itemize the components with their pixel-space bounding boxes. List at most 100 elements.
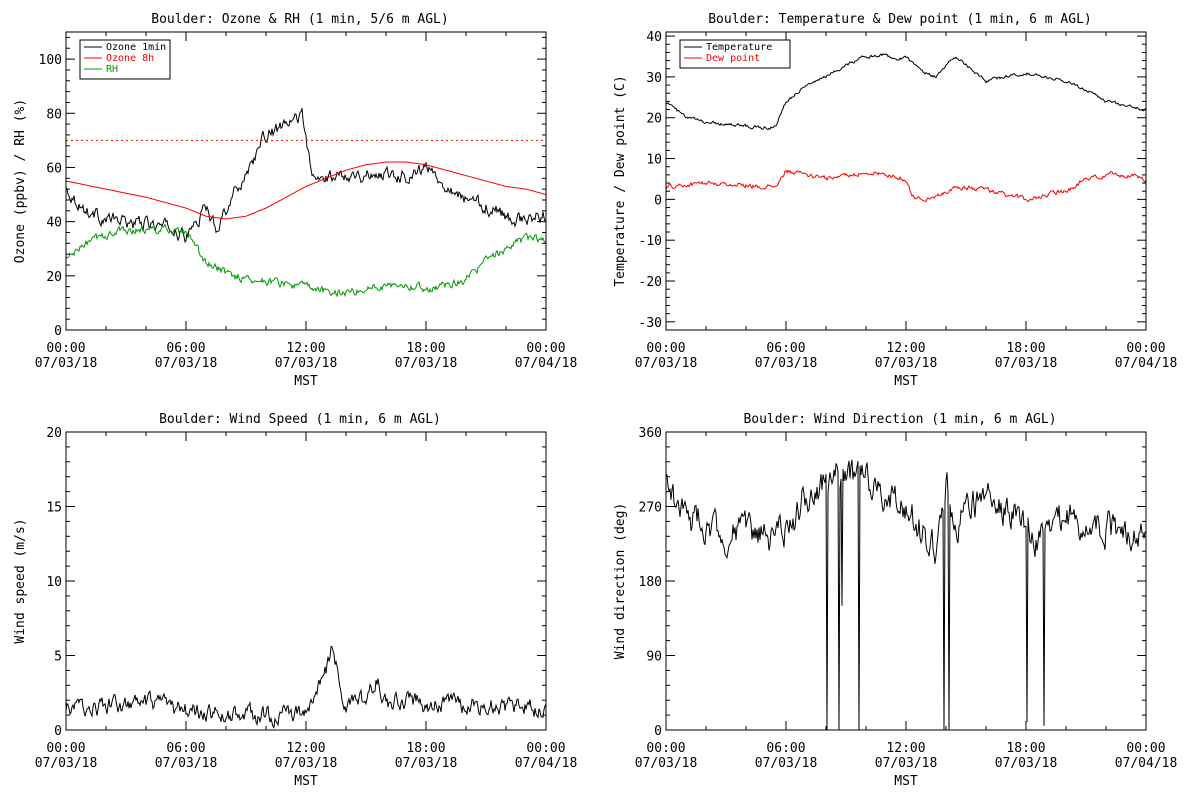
wind-direction-y-tick-label: 90	[646, 650, 662, 665]
temperature-dewpoint-x-tick-date: 07/04/18	[1115, 356, 1178, 371]
wind-direction-x-tick-label: 00:00	[646, 741, 685, 756]
wind-direction-series-line	[665, 459, 1147, 731]
wind-speed-y-tick-label: 0	[54, 724, 62, 739]
wind-speed-x-tick-date: 07/03/18	[35, 756, 98, 771]
wind-speed-x-tick-date: 07/03/18	[275, 756, 338, 771]
wind-speed-series-line	[65, 645, 547, 729]
wind-speed-title: Boulder: Wind Speed (1 min, 6 m AGL)	[159, 412, 441, 427]
wind-speed-x-tick-label: 00:00	[526, 741, 565, 756]
wind-direction-x-tick-date: 07/03/18	[995, 756, 1058, 771]
temperature-dewpoint-x-tick-label: 00:00	[1126, 341, 1165, 356]
temperature-dewpoint-x-tick-label: 18:00	[1006, 341, 1045, 356]
wind-direction-x-tick-label: 18:00	[1006, 741, 1045, 756]
ozone-rh-series-ozone-8h	[65, 161, 547, 220]
ozone-rh-x-tick-label: 06:00	[166, 341, 205, 356]
wind-speed-plot: 0510152000:0007/03/1806:0007/03/1812:000…	[13, 426, 578, 789]
temperature-dewpoint-y-tick-label: 10	[646, 153, 662, 168]
temperature-dewpoint-x-tick-date: 07/03/18	[875, 356, 938, 371]
temperature-dewpoint-series-temperature	[665, 53, 1147, 131]
wind-speed-x-tick-label: 12:00	[286, 741, 325, 756]
temperature-dewpoint-y-axis-label: Temperature / Dew point (C)	[613, 75, 628, 286]
wind-direction-title: Boulder: Wind Direction (1 min, 6 m AGL)	[743, 412, 1057, 427]
temperature-dewpoint-x-tick-label: 12:00	[886, 341, 925, 356]
wind-speed-y-tick-label: 20	[46, 426, 62, 441]
temperature-dewpoint-x-tick-label: 06:00	[766, 341, 805, 356]
wind-direction-y-axis-label: Wind direction (deg)	[613, 503, 628, 660]
ozone-rh-legend-label: RH	[106, 64, 118, 75]
ozone-rh-series-rh	[65, 223, 547, 298]
ozone-rh-series-ozone-1min	[65, 108, 547, 244]
ozone-rh-legend-label: Ozone 1min	[106, 42, 166, 53]
ozone-rh-x-tick-label: 00:00	[46, 341, 85, 356]
wind-direction-plot: 09018027036000:0007/03/1806:0007/03/1812…	[613, 426, 1178, 789]
temperature-dewpoint-x-tick-date: 07/03/18	[995, 356, 1058, 371]
ozone-rh-y-tick-label: 20	[46, 270, 62, 285]
wind-speed-x-tick-label: 06:00	[166, 741, 205, 756]
wind-speed-x-tick-date: 07/04/18	[515, 756, 578, 771]
temperature-dewpoint-title: Boulder: Temperature & Dew point (1 min,…	[708, 12, 1092, 27]
wind-direction-x-tick-label: 00:00	[1126, 741, 1165, 756]
ozone-rh-x-tick-label: 12:00	[286, 341, 325, 356]
temperature-dewpoint-x-tick-date: 07/03/18	[635, 356, 698, 371]
ozone-rh-y-tick-label: 40	[46, 216, 62, 231]
wind-speed-x-tick-date: 07/03/18	[155, 756, 218, 771]
wind-direction-y-tick-label: 0	[654, 724, 662, 739]
wind-speed-x-axis-label: MST	[294, 774, 318, 789]
ozone-rh-x-tick-label: 00:00	[526, 341, 565, 356]
wind-direction-y-tick-label: 180	[639, 575, 662, 590]
temperature-dewpoint-y-tick-label: 20	[646, 112, 662, 127]
wind-speed-x-tick-label: 18:00	[406, 741, 445, 756]
ozone-rh-plot: 02040608010000:0007/03/1806:0007/03/1812…	[13, 31, 578, 389]
wind-direction-x-tick-date: 07/03/18	[755, 756, 818, 771]
temperature-dewpoint-legend-label: Temperature	[706, 42, 772, 53]
wind-speed-panel: 0 5 10 15 20 00:00 07/03/18 06:00 07/03/18 12:00 0…	[0, 400, 600, 800]
wind-speed-x-tick-date: 07/03/18	[395, 756, 458, 771]
ozone-rh-title: Boulder: Ozone & RH (1 min, 5/6 m AGL)	[151, 12, 449, 27]
temperature-dewpoint-plot: -30-20-1001020304000:0007/03/1806:0007/0…	[613, 30, 1178, 389]
wind-direction-panel: 0 90 180 270 360 00:00 07/03/18 06:00 07/03/18 12…	[600, 400, 1200, 800]
temperature-dewpoint-x-axis-label: MST	[894, 374, 918, 389]
wind-speed-y-tick-label: 5	[54, 650, 62, 665]
temperature-dewpoint-panel: -30 -20 -10 0 10 20 30 40 00:00 07/03/18 06:00 07/0…	[600, 0, 1200, 400]
wind-speed-x-tick-label: 00:00	[46, 741, 85, 756]
ozone-rh-y-tick-label: 60	[46, 161, 62, 176]
wind-direction-axes-frame	[665, 431, 1147, 731]
wind-speed-axes-frame	[65, 431, 547, 731]
temperature-dewpoint-x-tick-label: 00:00	[646, 341, 685, 356]
wind-direction-x-tick-label: 12:00	[886, 741, 925, 756]
ozone-rh-x-tick-date: 07/03/18	[395, 356, 458, 371]
ozone-rh-legend-label: Ozone 8h	[106, 53, 154, 64]
temperature-dewpoint-y-tick-label: -10	[639, 234, 662, 249]
ozone-rh-x-tick-date: 07/03/18	[155, 356, 218, 371]
ozone-rh-y-tick-label: 0	[54, 324, 62, 339]
temperature-dewpoint-series-dew-point	[665, 169, 1147, 203]
temperature-dewpoint-y-tick-label: 0	[654, 193, 662, 208]
ozone-rh-x-tick-date: 07/04/18	[515, 356, 578, 371]
temperature-dewpoint-legend-label: Dew point	[706, 53, 760, 64]
ozone-rh-x-axis-label: MST	[294, 374, 318, 389]
temperature-dewpoint-y-tick-label: 40	[646, 30, 662, 45]
ozone-rh-panel: 0 20 40 60 80 100 00:00 07/03/18 06:00 07/03/18 12…	[0, 0, 600, 400]
wind-speed-y-tick-label: 10	[46, 575, 62, 590]
temperature-dewpoint-axes-frame	[665, 31, 1147, 331]
temperature-dewpoint-y-tick-label: -20	[639, 275, 662, 290]
temperature-dewpoint-y-tick-label: 30	[646, 71, 662, 86]
wind-direction-x-axis-label: MST	[894, 774, 918, 789]
ozone-rh-x-tick-date: 07/03/18	[275, 356, 338, 371]
ozone-rh-x-tick-label: 18:00	[406, 341, 445, 356]
wind-speed-y-tick-label: 15	[46, 501, 62, 516]
temperature-dewpoint-x-tick-date: 07/03/18	[755, 356, 818, 371]
wind-direction-x-tick-date: 07/03/18	[635, 756, 698, 771]
temperature-dewpoint-y-tick-label: -30	[639, 316, 662, 331]
ozone-rh-x-tick-date: 07/03/18	[35, 356, 98, 371]
ozone-rh-y-axis-label: Ozone (ppbv) / RH (%)	[13, 99, 28, 263]
wind-direction-y-tick-label: 270	[639, 501, 662, 516]
wind-direction-y-tick-label: 360	[639, 426, 662, 441]
wind-direction-x-tick-label: 06:00	[766, 741, 805, 756]
temperature-dewpoint-legend-box	[679, 39, 791, 69]
wind-speed-y-axis-label: Wind speed (m/s)	[13, 518, 28, 643]
wind-direction-x-tick-date: 07/04/18	[1115, 756, 1178, 771]
wind-direction-x-tick-date: 07/03/18	[875, 756, 938, 771]
ozone-rh-y-tick-label: 100	[39, 53, 62, 68]
